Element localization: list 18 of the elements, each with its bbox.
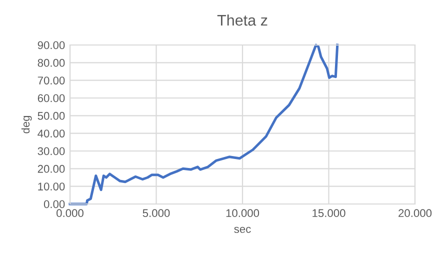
y-axis-title: deg (21, 116, 32, 134)
x-tick-label: 20.000 (398, 209, 432, 218)
chart-title: Theta z (217, 14, 268, 26)
y-tick-label: 70.00 (38, 76, 65, 84)
y-tick-label: 60.00 (38, 94, 65, 102)
x-tick-label: 0.000 (56, 209, 84, 218)
y-tick-label: 30.00 (38, 147, 65, 156)
y-tick-label: 50.00 (38, 112, 65, 120)
y-tick-label: 90.00 (38, 41, 65, 50)
y-tick-label: 0.00 (44, 200, 65, 208)
x-tick-label: 10.000 (226, 209, 260, 218)
x-axis-title: sec (234, 226, 251, 233)
y-tick-label: 40.00 (38, 130, 65, 138)
y-tick-label: 10.00 (38, 182, 65, 190)
y-tick-label: 20.00 (38, 164, 65, 173)
y-tick-label: 80.00 (38, 58, 65, 67)
x-tick-label: 5.000 (142, 209, 170, 218)
x-tick-label: 15.000 (312, 209, 346, 218)
